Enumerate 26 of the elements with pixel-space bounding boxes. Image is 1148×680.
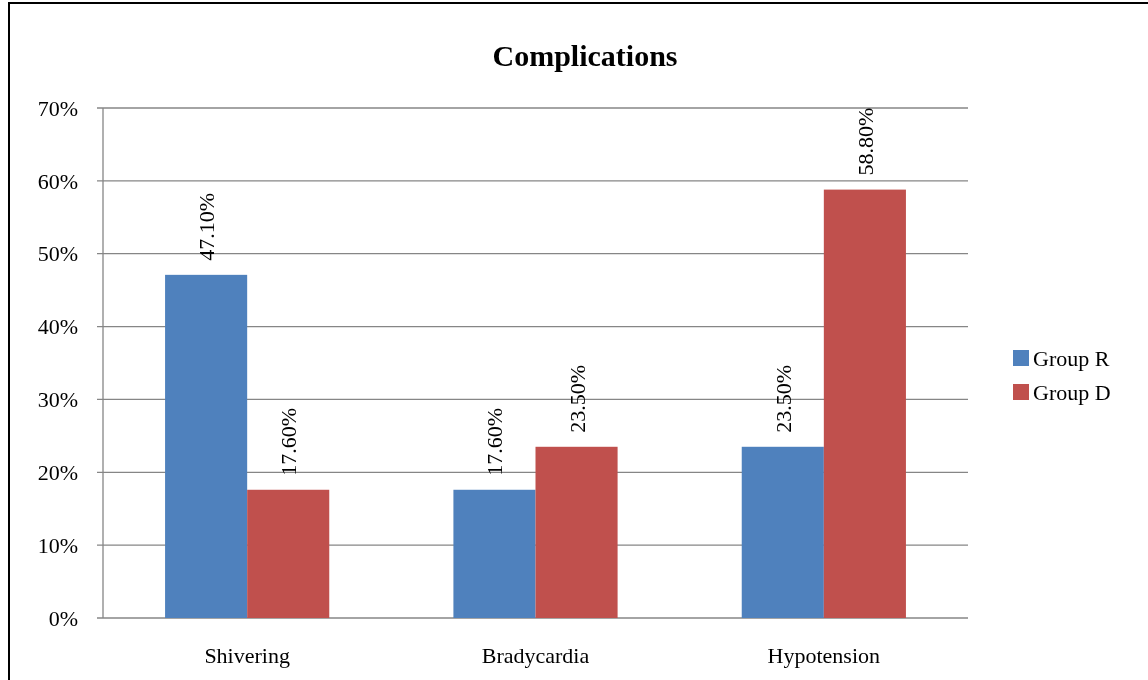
data-label: 23.50% bbox=[770, 364, 796, 433]
legend-label: Group R bbox=[1033, 345, 1110, 371]
data-label: 17.60% bbox=[482, 407, 508, 476]
data-label: 23.50% bbox=[564, 364, 590, 433]
y-tick-label: 10% bbox=[37, 532, 78, 558]
bar bbox=[741, 446, 824, 618]
data-label: 17.60% bbox=[276, 407, 302, 476]
y-tick-label: 0% bbox=[48, 605, 78, 631]
data-label: 47.10% bbox=[194, 193, 220, 261]
x-tick-label: Shivering bbox=[204, 643, 290, 668]
y-tick-label: 50% bbox=[37, 241, 78, 267]
y-tick-label: 40% bbox=[37, 314, 78, 340]
x-tick-label: Bradycardia bbox=[481, 643, 590, 668]
y-tick-label: 30% bbox=[37, 387, 78, 413]
chart-title: Complications bbox=[492, 39, 678, 72]
data-label: 58.80% bbox=[852, 107, 878, 176]
bar bbox=[247, 489, 330, 618]
bar bbox=[823, 189, 906, 618]
bar bbox=[165, 274, 248, 618]
y-tick-label: 70% bbox=[37, 95, 78, 121]
y-tick-label: 60% bbox=[37, 168, 78, 194]
bar bbox=[453, 489, 536, 618]
x-tick-label: Hypotension bbox=[767, 643, 881, 668]
bar bbox=[535, 446, 618, 618]
legend-label: Group D bbox=[1033, 379, 1111, 405]
y-tick-label: 20% bbox=[37, 459, 78, 485]
